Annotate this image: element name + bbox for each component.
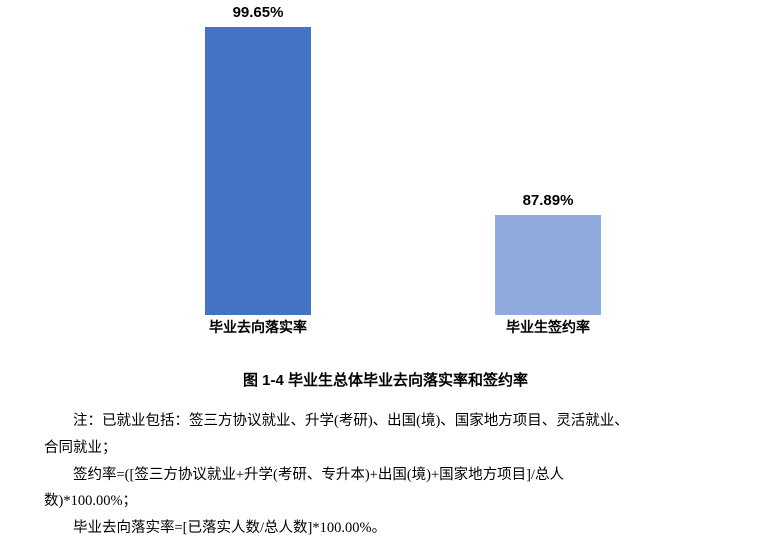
bar-category-employment-rate: 毕业去向落实率 (158, 317, 358, 337)
note-line-3: 签约率=([签三方协议就业+升学(考研、专升本)+出国(境)+国家地方项目]/总… (44, 462, 727, 489)
bar-value-employment-rate: 99.65% (198, 4, 318, 21)
bar-contract-rate (495, 215, 601, 315)
figure-notes: 注：已就业包括：签三方协议就业、升学(考研)、出国(境)、国家地方项目、灵活就业… (0, 408, 771, 542)
bar-category-contract-rate: 毕业生签约率 (448, 317, 648, 337)
note-line-2: 合同就业； (44, 435, 727, 462)
note-line-1: 注：已就业包括：签三方协议就业、升学(考研)、出国(境)、国家地方项目、灵活就业… (44, 408, 727, 435)
figure-caption: 图 1-4 毕业生总体毕业去向落实率和签约率 (0, 369, 771, 390)
note-line-5: 毕业去向落实率=[已落实人数/总人数]*100.00%。 (44, 515, 727, 542)
bar-chart: 99.65% 毕业去向落实率 87.89% 毕业生签约率 (0, 0, 771, 345)
bar-employment-rate (205, 27, 311, 315)
note-line-4: 数)*100.00%； (44, 488, 727, 515)
bar-value-contract-rate: 87.89% (488, 192, 608, 209)
